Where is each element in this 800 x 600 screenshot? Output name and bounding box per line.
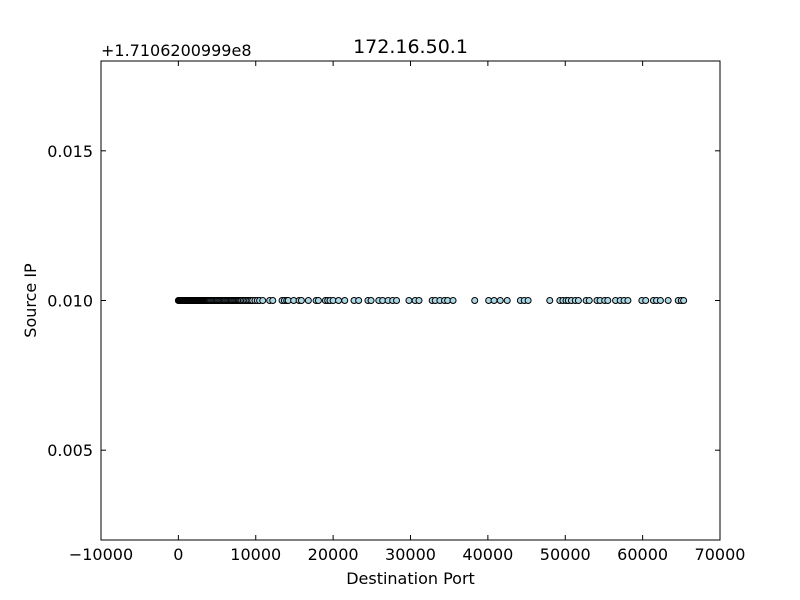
x-tick-label: −10000 — [69, 545, 133, 564]
y-tick-label: 0.015 — [47, 142, 93, 161]
x-tick-label: 70000 — [695, 545, 746, 564]
data-point — [656, 297, 664, 304]
data-point — [393, 297, 401, 304]
data-point — [449, 297, 457, 304]
x-axis-label: Destination Port — [346, 569, 475, 588]
x-tick-label: 50000 — [540, 545, 591, 564]
x-tick-label: 40000 — [462, 545, 513, 564]
y-tick-label: 0.010 — [47, 292, 93, 311]
data-point — [355, 297, 363, 304]
data-point — [297, 297, 305, 304]
y-axis: 0.005 0.010 0.015 — [47, 142, 720, 460]
x-tick-label: 30000 — [385, 545, 436, 564]
data-point — [524, 297, 532, 304]
y-tick-label: 0.005 — [47, 441, 93, 460]
data-point — [490, 297, 498, 304]
data-point — [415, 297, 423, 304]
y-offset-label: +1.7106200999e8 — [101, 41, 252, 60]
x-tick-label: 10000 — [230, 545, 281, 564]
x-tick-label: 0 — [173, 545, 183, 564]
data-point — [405, 297, 413, 304]
data-point — [624, 297, 632, 304]
data-point — [335, 297, 343, 304]
data-point — [664, 297, 672, 304]
data-point — [546, 297, 554, 304]
data-point — [471, 297, 479, 304]
data-point — [574, 297, 582, 304]
x-tick-label: 20000 — [308, 545, 359, 564]
x-axis: −10000 0 10000 20000 30000 40000 50000 60000 700… — [69, 61, 746, 564]
data-point — [341, 297, 349, 304]
data-point — [304, 297, 312, 304]
data-point — [314, 297, 322, 304]
points-layer — [174, 297, 688, 304]
data-point — [269, 297, 277, 304]
data-point — [367, 297, 375, 304]
y-axis-label: Source IP — [21, 263, 40, 338]
data-point — [680, 297, 688, 304]
data-point — [642, 297, 650, 304]
data-point — [585, 297, 593, 304]
x-tick-label: 60000 — [617, 545, 668, 564]
data-point — [259, 297, 267, 304]
data-point — [604, 297, 612, 304]
data-point — [503, 297, 511, 304]
chart-title: 172.16.50.1 — [353, 36, 468, 58]
data-point — [496, 297, 504, 304]
